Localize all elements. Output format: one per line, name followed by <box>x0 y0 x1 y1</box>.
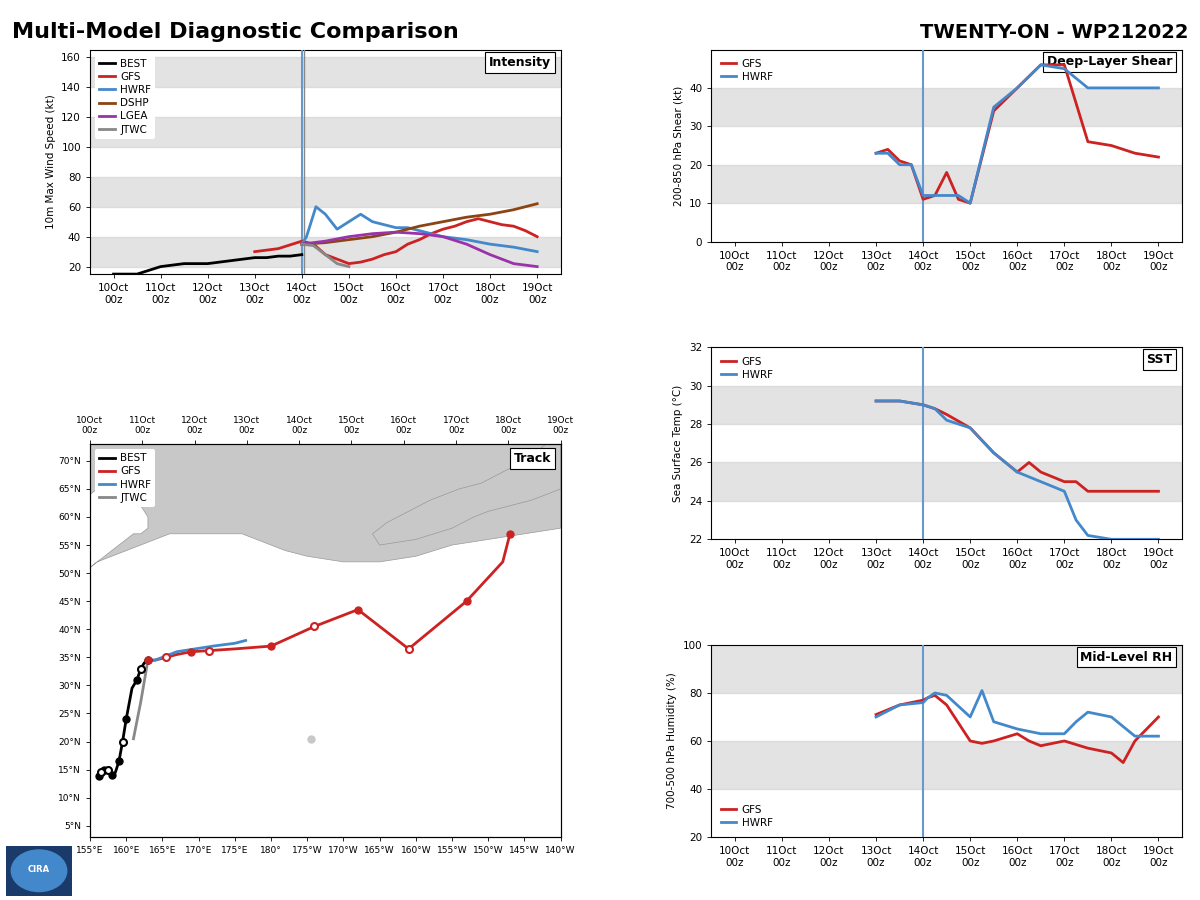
Polygon shape <box>372 444 560 545</box>
Y-axis label: 10m Max Wind Speed (kt): 10m Max Wind Speed (kt) <box>46 94 55 230</box>
Text: TWENTY-ON - WP212022: TWENTY-ON - WP212022 <box>919 22 1188 41</box>
Text: Track: Track <box>514 452 551 464</box>
Text: Mid-Level RH: Mid-Level RH <box>1080 651 1172 663</box>
Bar <box>712 463 1182 501</box>
Bar <box>712 741 1182 789</box>
Bar <box>90 237 560 266</box>
Bar <box>712 645 1182 693</box>
Y-axis label: 700-500 hPa Humidity (%): 700-500 hPa Humidity (%) <box>667 672 677 809</box>
Bar <box>90 57 560 87</box>
Circle shape <box>11 850 67 892</box>
Text: Intensity: Intensity <box>490 56 551 69</box>
Text: CIRA: CIRA <box>28 865 50 874</box>
Bar <box>712 165 1182 203</box>
Legend: BEST, GFS, HWRF, JTWC: BEST, GFS, HWRF, JTWC <box>95 449 155 507</box>
Legend: GFS, HWRF: GFS, HWRF <box>716 800 776 832</box>
Polygon shape <box>90 444 560 568</box>
Legend: BEST, GFS, HWRF, DSHP, LGEA, JTWC: BEST, GFS, HWRF, DSHP, LGEA, JTWC <box>95 55 155 139</box>
Bar <box>90 176 560 207</box>
Y-axis label: Sea Surface Temp (°C): Sea Surface Temp (°C) <box>673 384 684 502</box>
Bar <box>712 88 1182 126</box>
Text: SST: SST <box>1146 353 1172 366</box>
Bar <box>712 385 1182 424</box>
Text: Multi-Model Diagnostic Comparison: Multi-Model Diagnostic Comparison <box>12 22 458 42</box>
Bar <box>90 117 560 147</box>
Text: Deep-Layer Shear: Deep-Layer Shear <box>1048 55 1172 68</box>
Legend: GFS, HWRF: GFS, HWRF <box>716 55 776 86</box>
Legend: GFS, HWRF: GFS, HWRF <box>716 353 776 384</box>
Y-axis label: 200-850 hPa Shear (kt): 200-850 hPa Shear (kt) <box>673 86 684 206</box>
